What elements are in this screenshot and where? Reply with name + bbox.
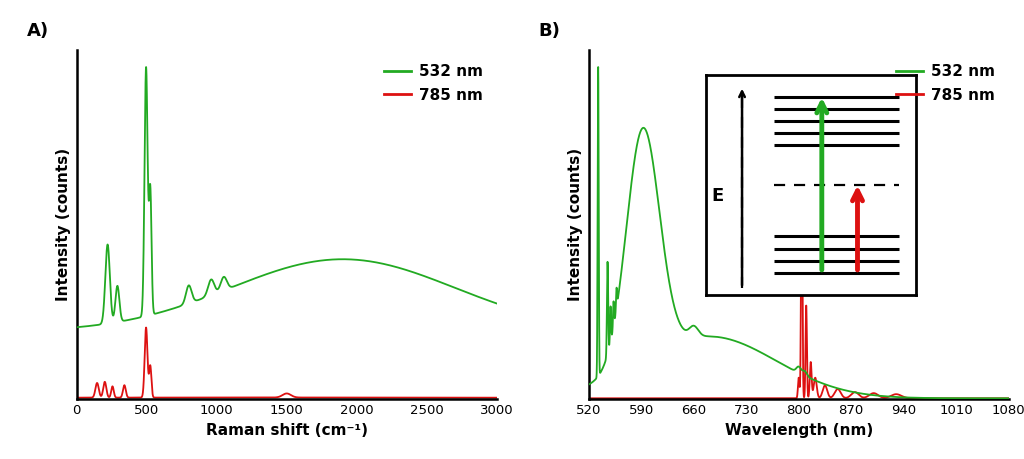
Text: A): A) [27,22,48,40]
Legend: 532 nm, 785 nm: 532 nm, 785 nm [378,58,489,109]
X-axis label: Raman shift (cm⁻¹): Raman shift (cm⁻¹) [206,423,368,438]
Y-axis label: Intensity (counts): Intensity (counts) [56,148,72,302]
Text: B): B) [539,22,560,40]
X-axis label: Wavelength (nm): Wavelength (nm) [725,423,872,438]
Y-axis label: Intensity (counts): Intensity (counts) [568,148,584,302]
Legend: 532 nm, 785 nm: 532 nm, 785 nm [890,58,1001,109]
